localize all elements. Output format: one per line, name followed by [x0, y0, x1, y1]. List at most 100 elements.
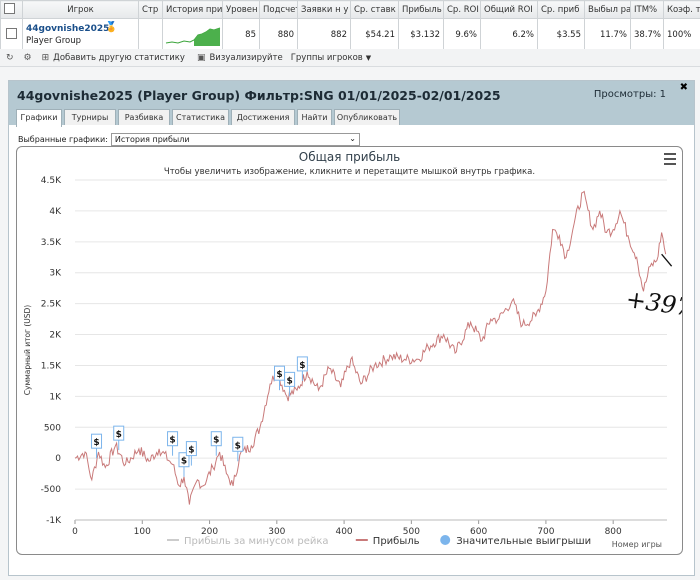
col-header-avg-stake[interactable]: Ср. ставк [350, 0, 399, 19]
col-header-player[interactable]: Игрок [22, 0, 139, 19]
y-tick-label: 500 [44, 423, 61, 433]
y-tick-label: 2.5K [41, 300, 62, 310]
y-tick-label: 3.5K [41, 238, 62, 248]
tab-tournaments[interactable]: Турниры [64, 109, 116, 125]
avg-stake-cell: $54.21 [350, 18, 399, 49]
col-header-profit-history[interactable]: История приб [162, 0, 223, 19]
col-header-level[interactable]: Уровен [222, 0, 260, 19]
select-all-checkbox[interactable] [4, 2, 15, 14]
entries-cell: 882 [297, 18, 351, 49]
y-tick-label: -1K [46, 516, 62, 526]
col-header-avg-profit[interactable]: Ср. приб [537, 0, 585, 19]
x-tick-label: 800 [605, 527, 622, 537]
close-panel-button[interactable]: ✖ [680, 82, 688, 93]
big-win-flag [284, 371, 296, 387]
big-win-flag-label: $ [169, 436, 175, 446]
big-win-flag-label: $ [286, 376, 292, 386]
add-stats-button[interactable]: ⊞ Добавить другую статистику [42, 53, 185, 63]
x-tick-label: 200 [201, 527, 218, 537]
tab-achievements[interactable]: Достижения [231, 109, 295, 125]
y-tick-label: 1.5K [41, 361, 62, 371]
graph-panel: 44govnishe2025 (Player Group) Фильтр:SNG… [8, 80, 695, 576]
panel-tabs: Графики Турниры Разбивка Статистика Дост… [9, 108, 694, 127]
x-tick-label: 400 [335, 527, 352, 537]
col-header-total-roi[interactable]: Общий ROI [480, 0, 538, 19]
chart-select[interactable]: История прибыли ⌄ [110, 133, 360, 146]
tab-statistics[interactable]: Статистика [172, 109, 229, 125]
col-header-entries[interactable]: Заявки н у [297, 0, 351, 19]
views-counter: Просмотры: 1 [593, 89, 666, 100]
y-tick-label: 0 [55, 454, 61, 464]
select-all-checkbox-cell[interactable] [0, 0, 23, 19]
settings-button[interactable]: ⚙ [24, 53, 36, 63]
itm-cell: 38.7% [630, 18, 664, 49]
tab-publish[interactable]: Опубликовать [334, 109, 400, 125]
row-checkbox[interactable] [6, 27, 17, 39]
big-win-flag-label: $ [235, 441, 241, 451]
hamburger-menu-icon[interactable] [664, 153, 676, 168]
big-win-flag-label: $ [181, 457, 187, 467]
level-cell: 85 [222, 18, 260, 49]
x-axis-title: Номер игры [612, 540, 662, 549]
col-header-avg-roi[interactable]: Ср. ROI [443, 0, 481, 19]
table-action-bar: ↻ ⚙ ⊞ Добавить другую статистику ▣ Визуа… [0, 49, 700, 67]
player-cell: 44govnishe2025 Player Group 🏅 [22, 18, 139, 49]
legend-label: Прибыль за минусом рейка [184, 536, 329, 547]
y-tick-label: -500 [41, 485, 62, 495]
handwritten-annotation: +3975 [624, 285, 682, 324]
chart-canvas[interactable]: -1K -500 0 500 1K 1.5K 2K 2.5K 3K 3.5K 4K 4.5K 0 100 2… [17, 147, 682, 554]
big-win-flag-label: $ [276, 370, 282, 380]
x-tick-label: 100 [134, 527, 151, 537]
profit-series-line [74, 190, 667, 505]
avg-roi-cell: 9.6% [443, 18, 481, 49]
y-tick-label: 1K [49, 392, 62, 402]
refresh-button[interactable]: ↻ [6, 53, 18, 63]
medal-icon: 🏅 [105, 22, 118, 33]
profit-sparkline [165, 27, 221, 46]
count-cell: 880 [259, 18, 298, 49]
big-win-flag [232, 436, 244, 452]
table-row: 44govnishe2025 Player Group 🏅 85 880 882… [0, 18, 700, 49]
legend-dot-swatch [440, 535, 451, 545]
big-win-flag [185, 441, 197, 457]
legend-label: Значительные выигрыши [456, 536, 591, 547]
col-header-country[interactable]: Стр [138, 0, 163, 19]
x-tick-label: 700 [537, 527, 554, 537]
tab-charts[interactable]: Графики [16, 109, 62, 127]
big-win-flag [296, 356, 308, 372]
y-axis-title: Суммарный итог (USD) [23, 305, 32, 396]
visualize-button[interactable]: ▣ Визуализируйте [197, 53, 283, 63]
player-groups-dropdown[interactable]: Группы игроков ▼ [291, 53, 371, 63]
row-checkbox-cell[interactable] [0, 18, 23, 49]
profit-cell: $3.132 [398, 18, 444, 49]
chart-title: Общая прибыль [298, 150, 401, 164]
caret-down-icon: ▼ [365, 53, 372, 62]
col-header-itm[interactable]: ITM% [630, 0, 664, 19]
col-header-out-rate[interactable]: Выбыл ра [584, 0, 631, 19]
player-name-link[interactable]: 44govnishe2025 [26, 23, 110, 34]
add-stats-label: Добавить другую статистику [53, 52, 185, 63]
panel-header: 44govnishe2025 (Player Group) Фильтр:SNG… [9, 81, 694, 108]
big-win-flag [167, 431, 179, 447]
ratio-cell: 100% [663, 18, 700, 49]
col-header-profit[interactable]: Прибыль [398, 0, 444, 19]
tab-find[interactable]: Найти [297, 109, 332, 125]
player-stats-table: Игрок Стр История приб Уровен Подсчет За… [0, 0, 700, 49]
col-header-count[interactable]: Подсчет [259, 0, 298, 19]
big-win-flag-label: $ [116, 430, 122, 440]
big-win-flag-label: $ [93, 438, 99, 448]
x-tick-label: 300 [268, 527, 285, 537]
big-win-flag-label: $ [188, 446, 194, 456]
handwritten-tick-mark [661, 253, 673, 267]
profit-history-cell [162, 18, 223, 49]
tab-breakdown[interactable]: Разбивка [118, 109, 170, 125]
big-win-flag [113, 425, 125, 441]
col-header-ratio[interactable]: Коэф. ту [663, 0, 700, 19]
column-add-icon: ⊞ [41, 52, 50, 63]
visualize-label: Визуализируйте [209, 52, 283, 63]
panel-title: 44govnishe2025 (Player Group) Фильтр:SNG… [17, 88, 501, 103]
big-win-flag [178, 452, 190, 468]
y-tick-label: 2K [49, 331, 62, 341]
chart-subtitle: Чтобы увеличить изображение, кликните и … [163, 167, 536, 177]
profit-chart[interactable]: Общая прибыль Чтобы увеличить изображени… [16, 146, 683, 555]
